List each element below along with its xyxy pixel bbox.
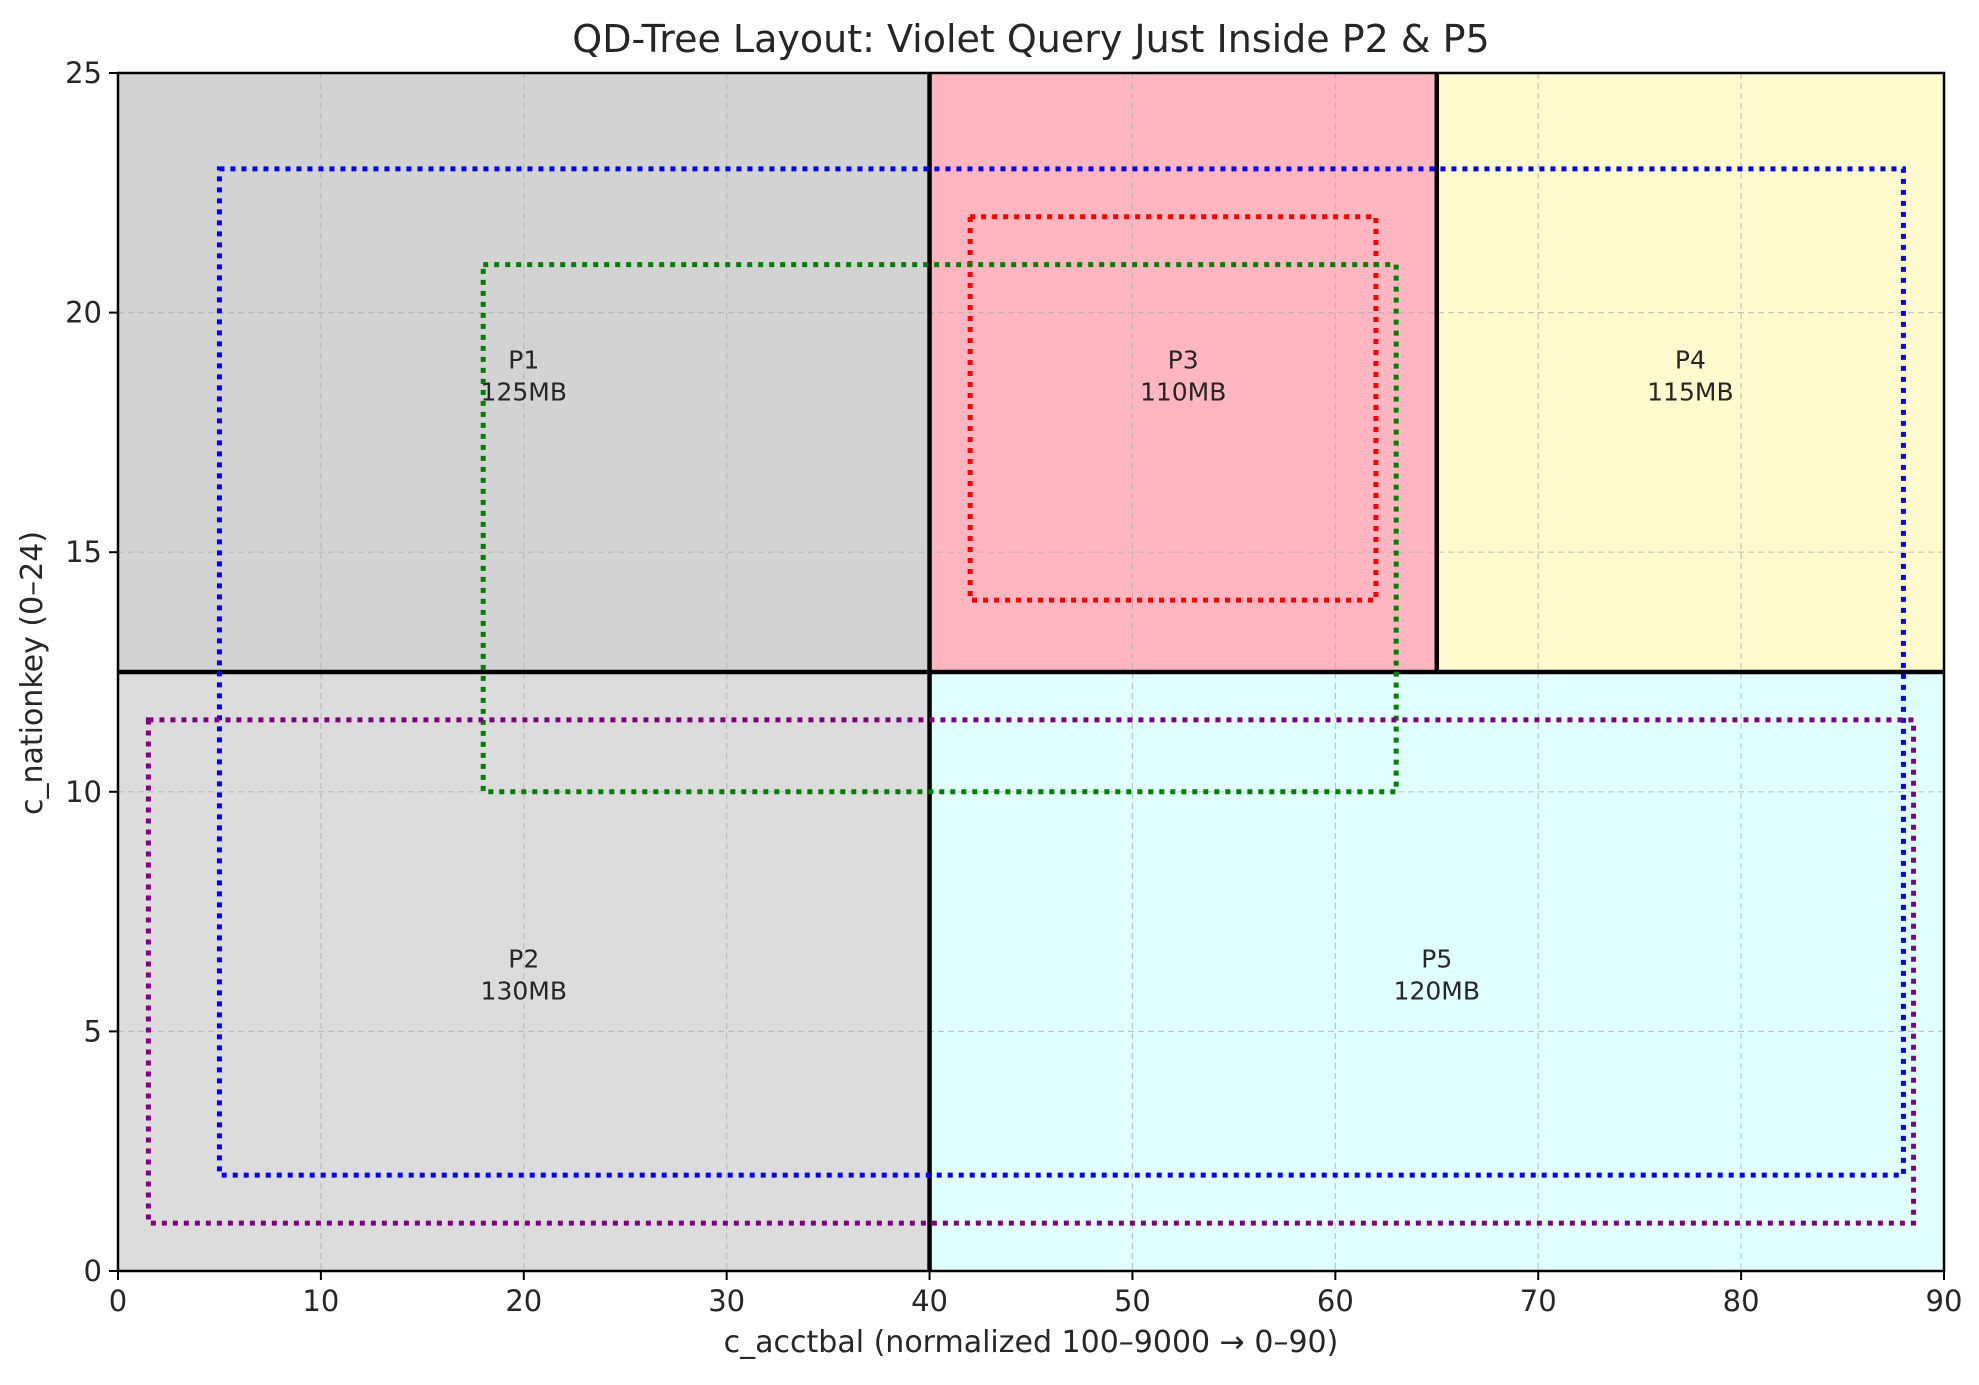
partition-p3 [929, 73, 1437, 672]
partition-name-label: P5 [1421, 945, 1452, 974]
split-line-layer [118, 73, 1944, 1271]
x-tick-label: 90 [1926, 1284, 1963, 1318]
partition-size-label: 130MB [481, 977, 567, 1006]
x-tick-label: 0 [109, 1284, 127, 1318]
partition-name-label: P1 [508, 346, 539, 375]
y-axis-label: c_nationkey (0–24) [15, 531, 50, 815]
y-tick-label: 5 [84, 1014, 102, 1048]
x-tick-label: 40 [911, 1284, 948, 1318]
partition-name-label: P2 [508, 945, 539, 974]
y-tick-label: 20 [65, 296, 102, 330]
x-tick-label: 10 [302, 1284, 339, 1318]
query-box [145, 717, 1917, 1226]
partition-p1 [118, 73, 930, 672]
partition-name-label: P4 [1675, 346, 1706, 375]
partition-size-label: 110MB [1140, 378, 1226, 407]
partition-name-label: P3 [1168, 346, 1199, 375]
x-tick-label: 50 [1114, 1284, 1151, 1318]
x-tick-label: 70 [1520, 1284, 1557, 1318]
partition-layer [118, 73, 1944, 1271]
x-tick-label: 30 [708, 1284, 745, 1318]
y-tick-label: 10 [65, 775, 102, 809]
partition-size-label: 120MB [1394, 977, 1480, 1006]
x-tick-label: 60 [1317, 1284, 1354, 1318]
query-box-layer [145, 166, 1917, 1226]
partition-p5 [929, 672, 1944, 1271]
query-box [967, 214, 1379, 603]
y-tick-label: 15 [65, 535, 102, 569]
x-tick-label: 20 [505, 1284, 542, 1318]
partition-p4 [1436, 73, 1944, 672]
y-tick-label: 0 [84, 1254, 102, 1288]
tick-layer: 0 10 20 30 40 50 60 70 80 90 0 5 10 15 20 25 [65, 56, 1962, 1318]
y-tick-label: 25 [65, 56, 102, 90]
query-box [480, 262, 1399, 795]
partition-label-layer: P1 125MB P2 130MB P3 110MB P4 115MB P5 120MB [481, 346, 1734, 1006]
plot-frame [116, 71, 1946, 1273]
x-tick-label: 80 [1723, 1284, 1760, 1318]
partition-p2 [118, 672, 930, 1271]
query-box [216, 166, 1906, 1178]
partition-size-label: 115MB [1647, 378, 1733, 407]
partition-size-label: 125MB [481, 378, 567, 407]
x-axis-label: c_acctbal (normalized 100–9000 → 0–90) [724, 1325, 1339, 1360]
chart-title: QD-Tree Layout: Violet Query Just Inside… [572, 17, 1489, 61]
